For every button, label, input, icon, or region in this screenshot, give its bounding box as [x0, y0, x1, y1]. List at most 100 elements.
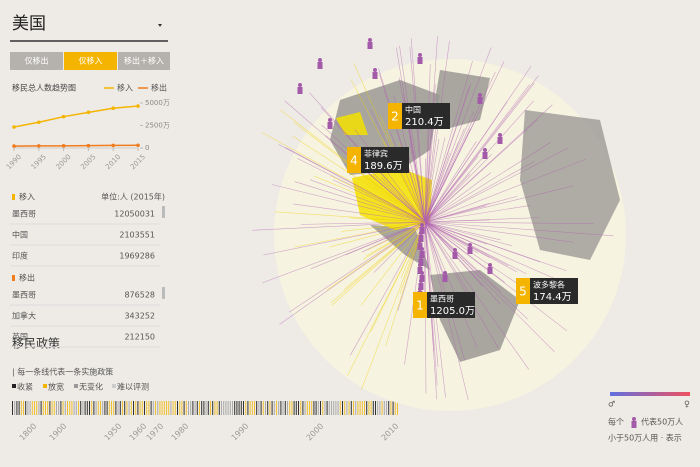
person-icon: [478, 93, 482, 97]
policy-line: [120, 401, 121, 415]
person-icon: [298, 87, 303, 94]
policy-line: [111, 401, 112, 415]
person-icon: [368, 42, 373, 49]
timeline-label: 1950: [103, 422, 124, 443]
policy-legend-label: 难以评测: [117, 382, 149, 392]
policy-line: [91, 401, 92, 415]
y-tick-label: 0: [145, 144, 149, 152]
policy-line: [377, 401, 378, 415]
policy-line: [45, 401, 46, 415]
x-tick-label: 2005: [79, 153, 97, 171]
person-icon: [632, 421, 637, 428]
table-title: 移入: [19, 192, 35, 202]
tab-label[interactable]: 仅移出: [25, 56, 49, 66]
callout-rank: 1: [416, 299, 424, 313]
person-icon: [632, 417, 636, 421]
policy-line: [52, 401, 53, 415]
trend-point: [62, 115, 66, 119]
policy-line: [14, 401, 15, 415]
table-swatch: [12, 194, 15, 200]
x-tick-label: 1990: [5, 153, 23, 171]
tab-label[interactable]: 仅移入: [79, 56, 103, 66]
timeline-label: 1900: [48, 422, 69, 443]
person-icon: [373, 72, 378, 79]
policy-line: [305, 401, 306, 415]
policy-line: [245, 401, 246, 415]
person-icon: [420, 223, 424, 227]
policy-line: [181, 401, 182, 415]
tab-label[interactable]: 移出＋移入: [124, 56, 164, 66]
policy-line: [113, 401, 114, 415]
policy-line: [289, 401, 290, 415]
scrollbar: [162, 206, 165, 218]
policy-line: [151, 401, 152, 415]
policy-line: [327, 401, 328, 415]
row-value: 2103551: [119, 231, 155, 240]
policy-line: [331, 401, 332, 415]
person-icon: [488, 267, 493, 274]
dropdown-arrow[interactable]: [158, 24, 162, 27]
policy-line: [43, 401, 44, 415]
policy-line: [212, 401, 213, 415]
policy-line: [210, 401, 211, 415]
policy-line: [280, 401, 281, 415]
policy-line: [109, 401, 110, 415]
policy-line: [283, 401, 284, 415]
policy-line: [239, 401, 240, 415]
country-title[interactable]: 美国: [12, 14, 46, 34]
callout-name: 中国: [405, 105, 421, 115]
person-icon: [328, 118, 332, 122]
policy-line: [157, 401, 158, 415]
policy-note: | 每一条线代表一条实施政策: [12, 367, 113, 377]
policy-line: [124, 401, 125, 415]
policy-line: [80, 401, 81, 415]
trend-point: [136, 104, 140, 108]
callout-name: 墨西哥: [430, 295, 454, 304]
policy-line: [96, 401, 97, 415]
policy-line: [320, 401, 321, 415]
trend-point: [136, 144, 140, 148]
policy-line: [131, 401, 132, 415]
row-name: 墨西哥: [12, 291, 36, 300]
callout-value: 174.4万: [533, 292, 572, 303]
policy-line: [355, 401, 356, 415]
row-name: 墨西哥: [12, 210, 36, 219]
policy-line: [346, 401, 347, 415]
policy-line: [360, 401, 361, 415]
policy-line: [87, 401, 88, 415]
policy-line: [115, 401, 116, 415]
legend-small: 小于50万人用 · 表示: [608, 433, 682, 443]
person-icon: [498, 137, 503, 144]
callout-value: 189.6万: [364, 161, 403, 172]
policy-line: [49, 401, 50, 415]
policy-line: [263, 401, 264, 415]
policy-line: [21, 401, 22, 415]
policy-line: [335, 401, 336, 415]
policy-line: [241, 401, 242, 415]
policy-line: [54, 401, 55, 415]
policy-line: [223, 401, 224, 415]
policy-line: [390, 401, 391, 415]
policy-line: [155, 401, 156, 415]
policy-line: [265, 401, 266, 415]
policy-line: [322, 401, 323, 415]
policy-line: [93, 401, 94, 415]
policy-line: [146, 401, 147, 415]
policy-line: [300, 401, 301, 415]
person-icon: [419, 231, 423, 235]
timeline-label: 1960: [128, 422, 149, 443]
policy-line: [164, 401, 165, 415]
policy-line: [219, 401, 220, 415]
policy-line: [102, 401, 103, 415]
row-value: 876528: [124, 291, 155, 300]
person-icon: [453, 252, 458, 259]
policy-line: [230, 401, 231, 415]
policy-line: [47, 401, 48, 415]
policy-legend-label: 无变化: [79, 382, 103, 392]
timeline-label: 2010: [380, 422, 401, 443]
person-icon: [443, 275, 448, 282]
policy-line: [184, 401, 185, 415]
legend-label: 移入: [117, 83, 133, 93]
policy-line: [27, 401, 28, 415]
policy-line: [318, 401, 319, 415]
